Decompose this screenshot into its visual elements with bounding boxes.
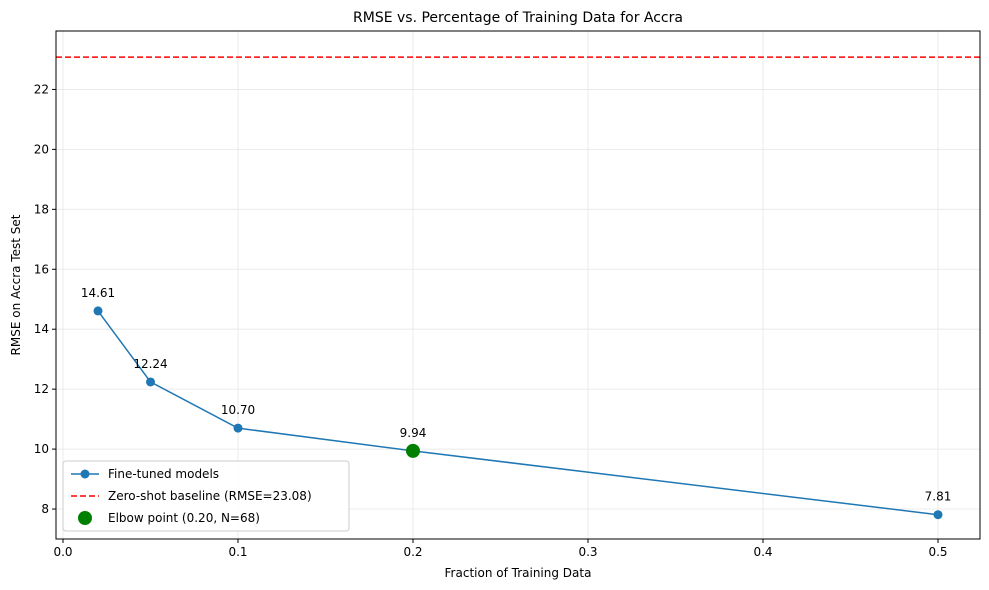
legend-box xyxy=(62,460,350,532)
x-tick-label: 0.5 xyxy=(928,545,947,559)
data-label: 7.81 xyxy=(925,490,952,504)
fine-tuned-point xyxy=(233,423,243,433)
legend-marker-fine-tuned xyxy=(80,469,90,479)
legend-label-fine-tuned: Fine-tuned models xyxy=(108,467,219,481)
y-tick-label: 18 xyxy=(34,202,49,216)
fine-tuned-point xyxy=(933,510,943,520)
y-axis-title: RMSE on Accra Test Set xyxy=(9,214,23,355)
legend: Fine-tuned models Zero-shot baseline (RM… xyxy=(62,460,350,532)
fine-tuned-point xyxy=(93,306,103,316)
x-tick-label: 0.3 xyxy=(578,545,597,559)
x-tick-label: 0.2 xyxy=(403,545,422,559)
y-tick-label: 8 xyxy=(41,502,49,516)
elbow-point xyxy=(406,443,420,458)
data-label: 12.24 xyxy=(133,357,167,371)
x-axis-title: Fraction of Training Data xyxy=(445,566,592,580)
legend-marker-elbow xyxy=(78,511,92,525)
fine-tuned-point xyxy=(146,377,155,387)
data-label: 14.61 xyxy=(81,286,115,300)
x-tick-label: 0.0 xyxy=(53,545,72,559)
data-label: 10.70 xyxy=(221,403,255,417)
y-tick-label: 22 xyxy=(34,82,49,96)
y-tick-label: 12 xyxy=(34,382,49,396)
plot-frame xyxy=(55,30,981,540)
y-tick-label: 16 xyxy=(34,262,49,276)
x-tick-label: 0.4 xyxy=(753,545,772,559)
chart-title: RMSE vs. Percentage of Training Data for… xyxy=(353,10,683,26)
plot-data: 14.61 12.24 10.70 9.94 7.81 xyxy=(56,56,980,520)
x-tick-label: 0.1 xyxy=(228,545,247,559)
y-tick-label: 14 xyxy=(34,322,49,336)
legend-label-elbow: Elbow point (0.20, N=68) xyxy=(108,511,260,525)
y-tick-label: 20 xyxy=(34,142,49,156)
data-label: 9.94 xyxy=(400,426,427,440)
legend-label-baseline: Zero-shot baseline (RMSE=23.08) xyxy=(108,489,312,503)
grid xyxy=(56,31,980,539)
axis-ticks: 0.0 0.1 0.2 0.3 0.4 0.5 8 10 12 14 16 18 20 22 xyxy=(34,82,948,559)
y-tick-label: 10 xyxy=(34,442,49,456)
